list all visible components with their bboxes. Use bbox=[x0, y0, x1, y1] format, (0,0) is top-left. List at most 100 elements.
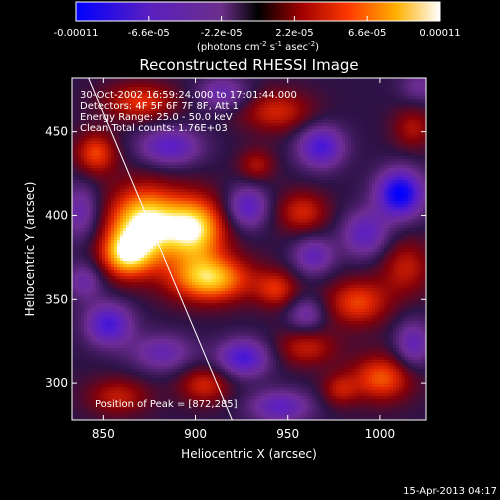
heatmap-cell bbox=[369, 186, 373, 190]
heatmap-cell bbox=[102, 174, 106, 178]
heatmap-cell bbox=[273, 126, 277, 130]
heatmap-cell bbox=[84, 117, 88, 121]
heatmap-cell bbox=[168, 159, 172, 163]
heatmap-cell bbox=[117, 84, 121, 88]
heatmap-cell bbox=[342, 147, 346, 151]
heatmap-cell bbox=[336, 180, 340, 184]
heatmap-cell bbox=[309, 192, 313, 196]
heatmap-cell bbox=[165, 192, 169, 196]
heatmap-cell bbox=[255, 132, 259, 136]
heatmap-cell bbox=[339, 132, 343, 136]
heatmap-cell bbox=[144, 153, 148, 157]
heatmap-cell bbox=[210, 201, 214, 205]
heatmap-cell bbox=[318, 162, 322, 166]
heatmap-cell bbox=[90, 81, 94, 85]
heatmap-cell bbox=[183, 180, 187, 184]
heatmap-cell bbox=[354, 102, 358, 106]
heatmap-cell bbox=[105, 183, 109, 187]
heatmap-cell bbox=[369, 150, 373, 154]
heatmap-cell bbox=[147, 198, 151, 202]
heatmap-cell bbox=[285, 171, 289, 175]
heatmap-cell bbox=[351, 174, 355, 178]
heatmap-cell bbox=[375, 153, 379, 157]
heatmap-cell bbox=[159, 105, 163, 109]
heatmap-cell bbox=[333, 150, 337, 154]
heatmap-cell bbox=[207, 84, 211, 88]
heatmap-cell bbox=[123, 159, 127, 163]
heatmap-cell bbox=[231, 78, 235, 82]
heatmap-cell bbox=[420, 192, 424, 196]
heatmap-cell bbox=[165, 84, 169, 88]
heatmap-cell bbox=[228, 153, 232, 157]
heatmap-cell bbox=[99, 78, 103, 82]
heatmap-cell bbox=[276, 132, 280, 136]
heatmap-cell bbox=[336, 105, 340, 109]
heatmap-cell bbox=[273, 201, 277, 205]
heatmap-cell bbox=[255, 108, 259, 112]
heatmap-cell bbox=[273, 87, 277, 91]
heatmap-cell bbox=[261, 78, 265, 82]
heatmap-cell bbox=[135, 81, 139, 85]
heatmap-cell bbox=[297, 144, 301, 148]
heatmap-cell bbox=[351, 171, 355, 175]
heatmap-cell bbox=[408, 156, 412, 160]
heatmap-cell bbox=[345, 129, 349, 133]
heatmap-cell bbox=[108, 204, 112, 208]
heatmap-cell bbox=[420, 150, 424, 154]
heatmap-cell bbox=[75, 201, 79, 205]
heatmap-cell bbox=[102, 189, 106, 193]
heatmap-cell bbox=[81, 189, 85, 193]
heatmap-cell bbox=[264, 78, 268, 82]
heatmap-cell bbox=[141, 156, 145, 160]
heatmap-cell bbox=[381, 135, 385, 139]
heatmap-cell bbox=[126, 138, 130, 142]
heatmap-cell bbox=[243, 162, 247, 166]
heatmap-cell bbox=[111, 120, 115, 124]
heatmap-cell bbox=[351, 192, 355, 196]
heatmap-cell bbox=[312, 87, 316, 91]
heatmap-cell bbox=[315, 192, 319, 196]
heatmap-cell bbox=[327, 87, 331, 91]
heatmap-cell bbox=[303, 177, 307, 181]
heatmap-cell bbox=[264, 135, 268, 139]
heatmap-cell bbox=[414, 183, 418, 187]
heatmap-cell bbox=[252, 135, 256, 139]
heatmap-cell bbox=[105, 168, 109, 172]
heatmap-cell bbox=[282, 159, 286, 163]
heatmap-cell bbox=[159, 111, 163, 115]
heatmap-cell bbox=[330, 129, 334, 133]
heatmap-cell bbox=[177, 135, 181, 139]
heatmap-cell bbox=[270, 174, 274, 178]
heatmap-cell bbox=[156, 195, 160, 199]
heatmap-cell bbox=[81, 117, 85, 121]
heatmap-cell bbox=[342, 165, 346, 169]
heatmap-cell bbox=[351, 162, 355, 166]
heatmap-cell bbox=[318, 201, 322, 205]
heatmap-cell bbox=[408, 195, 412, 199]
heatmap-cell bbox=[78, 153, 82, 157]
heatmap-cell bbox=[117, 159, 121, 163]
heatmap-cell bbox=[198, 183, 202, 187]
heatmap-cell bbox=[345, 189, 349, 193]
heatmap-cell bbox=[72, 198, 76, 202]
heatmap-cell bbox=[333, 99, 337, 103]
heatmap-cell bbox=[255, 147, 259, 151]
heatmap-cell bbox=[147, 180, 151, 184]
heatmap-cell bbox=[156, 198, 160, 202]
heatmap-cell bbox=[387, 183, 391, 187]
heatmap-cell bbox=[270, 195, 274, 199]
heatmap-cell bbox=[414, 153, 418, 157]
heatmap-cell bbox=[354, 168, 358, 172]
heatmap-cell bbox=[240, 153, 244, 157]
heatmap-cell bbox=[279, 180, 283, 184]
heatmap-cell bbox=[222, 132, 226, 136]
heatmap-cell bbox=[360, 111, 364, 115]
heatmap-cell bbox=[108, 123, 112, 127]
heatmap-cell bbox=[135, 195, 139, 199]
heatmap-cell bbox=[141, 90, 145, 94]
heatmap-cell bbox=[219, 192, 223, 196]
heatmap-cell bbox=[243, 90, 247, 94]
heatmap-cell bbox=[423, 132, 426, 136]
heatmap-cell bbox=[90, 177, 94, 181]
heatmap-cell bbox=[207, 174, 211, 178]
